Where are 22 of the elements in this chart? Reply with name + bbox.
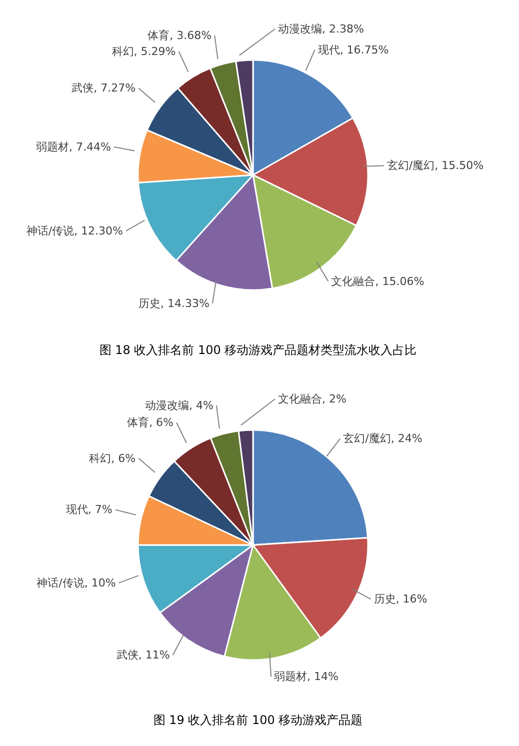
slice-label: 科幻, 5.29%: [112, 44, 176, 58]
slice-label: 动漫改编, 4%: [144, 398, 214, 412]
slice-label: 文化融合, 15.06%: [331, 274, 424, 288]
slice-label: 现代, 16.75%: [318, 43, 389, 56]
slice-label: 神话/传说, 12.30%: [26, 224, 124, 238]
slice-label: 现代, 7%: [66, 503, 112, 516]
slice-label: 科幻, 6%: [89, 452, 136, 465]
slice-label: 体育, 3.68%: [148, 28, 212, 42]
text: 图 19 收入排名前 100 移动游戏产品题: [152, 712, 364, 729]
slice-label: 动漫改编, 2.38%: [278, 22, 364, 36]
slice-label: 弱题材, 14%: [274, 670, 338, 684]
slice-label: 玄幻/魔幻, 15.50%: [386, 159, 484, 172]
slice-label: 玄幻/魔幻, 24%: [343, 432, 422, 446]
slice-label: 文化融合, 2%: [278, 392, 346, 406]
slice-label: 体育, 6%: [127, 416, 174, 430]
slice-label: 武侠, 11%: [116, 648, 170, 662]
slice-label: 历史, 14.33%: [138, 297, 210, 310]
slice-label: 弱题材, 7.44%: [36, 140, 111, 154]
slice-label: 历史, 16%: [374, 592, 428, 606]
slice-label: 神话/传说, 10%: [36, 576, 116, 590]
text: 图 18 收入排名前 100 移动游戏产品题材类型流水收入占比: [98, 342, 418, 359]
slice-label: 武侠, 7.27%: [72, 82, 136, 95]
